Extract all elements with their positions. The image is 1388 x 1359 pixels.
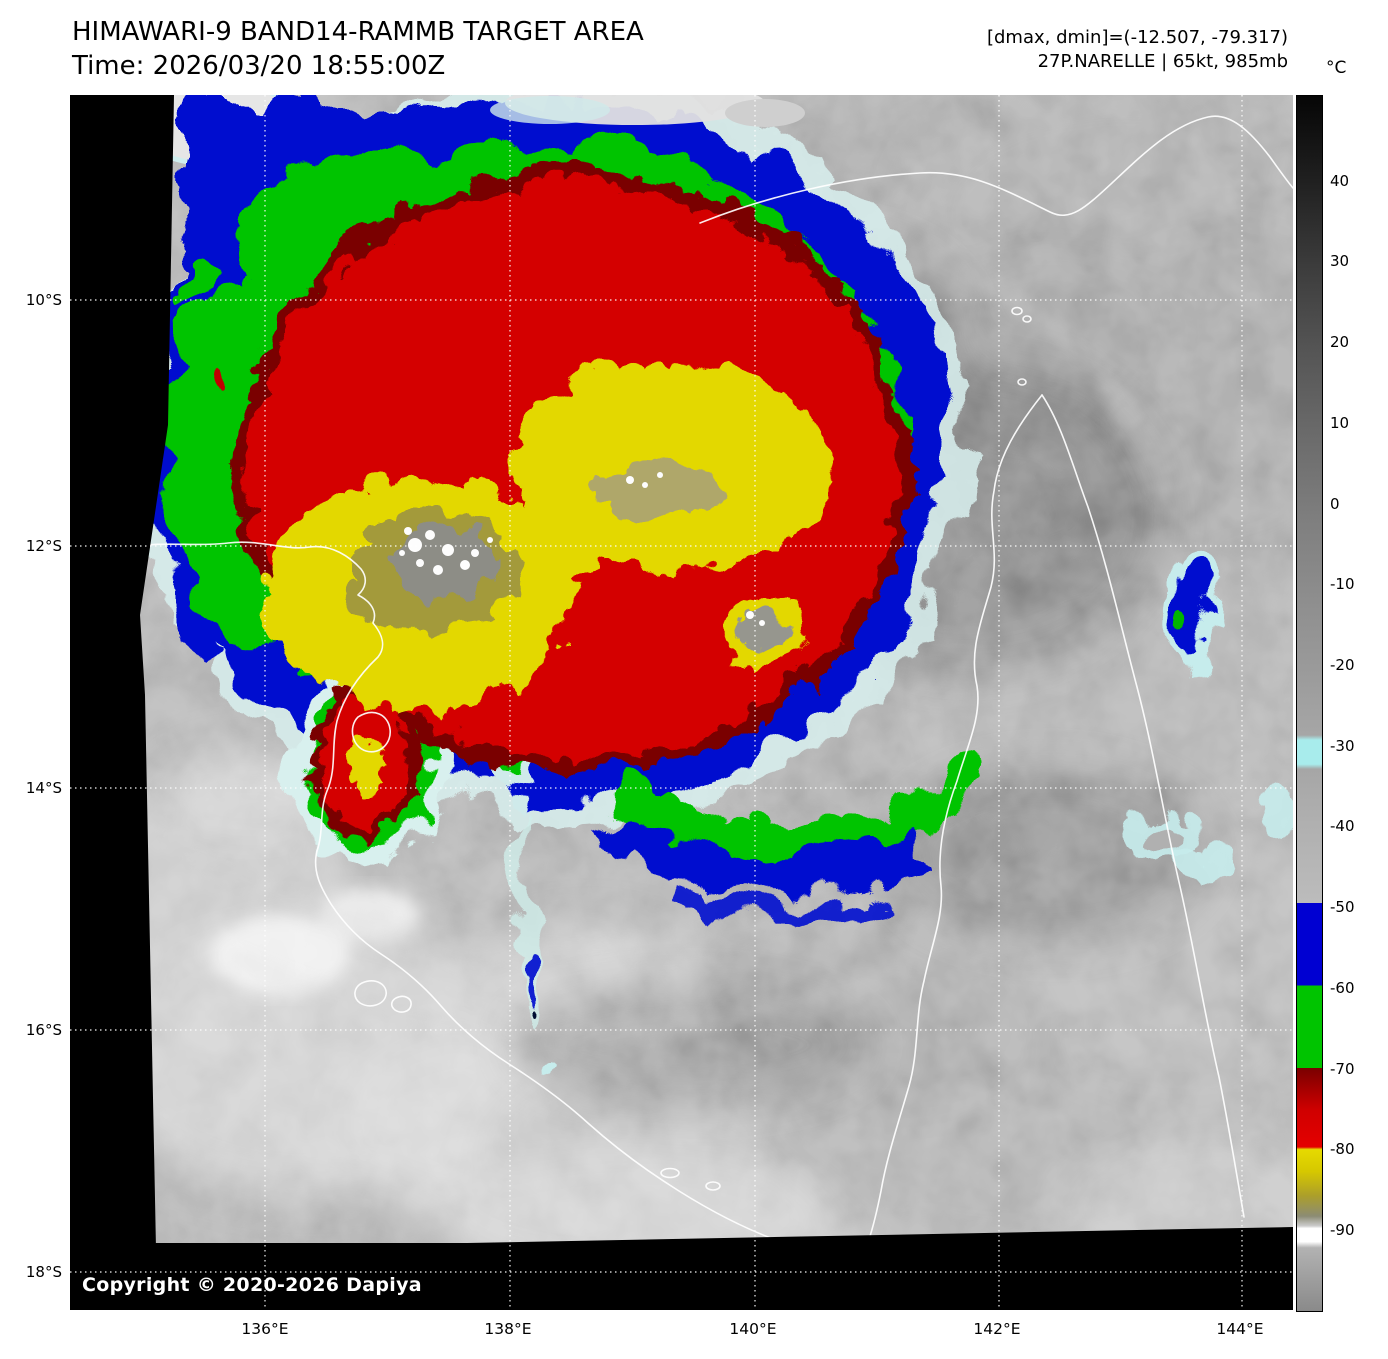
island-wellesley-2 [390, 995, 412, 1013]
lon-tick-label: 142°E [973, 1320, 1021, 1338]
overshooting-tops [399, 472, 765, 626]
colorbar-tick-label: -40 [1330, 817, 1355, 835]
lat-tick-label: 12°S [25, 537, 62, 555]
range-info: [dmax, dmin]=(-12.507, -79.317) [986, 27, 1288, 48]
lat-tick-label: 14°S [25, 779, 62, 797]
island-wellesley-1 [354, 980, 387, 1007]
island-small-3 [1011, 306, 1023, 316]
colorbar-tick-label: -20 [1330, 656, 1355, 674]
lat-tick-label: 16°S [25, 1021, 62, 1039]
figure-title: HIMAWARI-9 BAND14-RAMMB TARGET AREA [72, 17, 644, 47]
figure-timestamp: Time: 2026/03/20 18:55:00Z [72, 51, 446, 81]
lon-tick-label: 144°E [1216, 1320, 1264, 1338]
storm-info: 27P.NARELLE | 65kt, 985mb [1037, 51, 1288, 72]
top-edge-clouds [490, 95, 805, 127]
coastline-gulf-west [140, 541, 788, 1245]
colorbar-tick-label: 20 [1330, 333, 1350, 351]
colorbar-tick-label: 10 [1330, 414, 1350, 432]
colorbar-tick-label: 40 [1330, 172, 1350, 190]
lon-tick-label: 140°E [729, 1320, 777, 1338]
colorbar-tick-label: 30 [1330, 252, 1350, 270]
island-small-5 [1017, 378, 1027, 386]
lat-tick-label: 10°S [25, 291, 62, 309]
colorbar-tick-label: 0 [1330, 495, 1340, 513]
coastline-new-guinea [699, 115, 1293, 224]
island-small-4 [1022, 315, 1032, 323]
graticule [70, 95, 1293, 1310]
coastlines [140, 115, 1293, 1246]
colorbar-tick-label: -70 [1330, 1060, 1355, 1078]
figure-annotations: [dmax, dmin]=(-12.507, -79.317) 27P.NARE… [987, 26, 1288, 74]
colorbar-tick-label: -30 [1330, 737, 1355, 755]
lon-tick-label: 136°E [241, 1320, 289, 1338]
colorbar-tick-label: -90 [1330, 1221, 1355, 1239]
coastline-cape-york-west [866, 394, 1043, 1246]
island-groote [351, 711, 391, 753]
colorbar-tick-label: -80 [1330, 1140, 1355, 1158]
colorbar-tick-label: -10 [1330, 575, 1355, 593]
colorbar-tick-label: -50 [1330, 898, 1355, 916]
bottom-band [70, 1243, 1293, 1310]
colorbar-unit-label: °C [1326, 58, 1347, 78]
colorbar-tick-label: -60 [1330, 979, 1355, 997]
colorbar [1296, 95, 1323, 1312]
lat-tick-label: 18°S [25, 1263, 62, 1281]
map-plot: Copyright © 2020-2026 Dapiya [70, 95, 1293, 1310]
lon-tick-label: 138°E [484, 1320, 532, 1338]
island-small-1 [660, 1167, 680, 1179]
coastline-cape-york-east [1041, 394, 1245, 1218]
copyright-text: Copyright © 2020-2026 Dapiya [82, 1274, 422, 1296]
cyclone-core [230, 161, 904, 832]
satellite-image [70, 95, 1293, 1310]
island-small-2 [705, 1181, 721, 1191]
